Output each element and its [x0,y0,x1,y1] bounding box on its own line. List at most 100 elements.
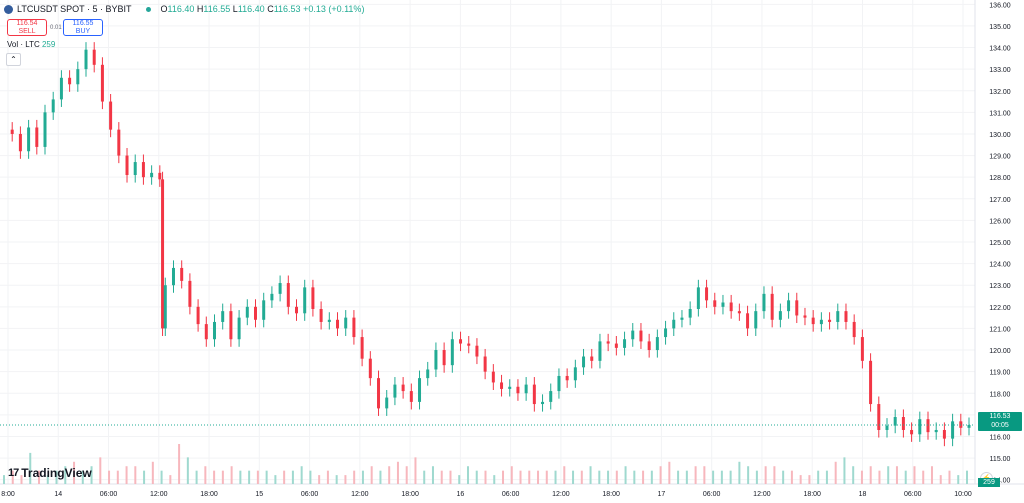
candle-body [303,287,307,314]
last-price: 116.53 [989,413,1011,420]
candle-body [204,324,208,340]
volume-bar [379,470,382,484]
volume-bar [677,470,680,484]
volume-bar [169,475,172,484]
x-tick-label: 18:00 [401,491,419,498]
volume-bar [834,461,837,484]
candle-body [286,283,290,307]
volume-bar [493,475,496,484]
collapse-legend-button[interactable]: ⌃ [6,53,21,66]
volume-bar [230,466,233,484]
sell-button[interactable]: 116.54 SELL [7,19,47,36]
ohlc-values: O116.40 H116.55 L116.40 C116.53 +0.13 (+… [160,4,365,14]
volume-bar [484,470,487,484]
volume-bar [922,470,925,484]
open-value: 116.40 [167,4,195,14]
candle-body [43,112,47,147]
litecoin-icon [4,4,13,14]
candle-body [737,311,741,314]
volume-bar [878,470,881,484]
volume-bar [642,470,645,484]
volume-bar [825,470,828,484]
volume-bar [449,470,452,484]
volume-bar [607,470,610,484]
candle-body [171,267,175,286]
candle-body [84,49,88,70]
candle-body [475,345,479,357]
candle-body [117,129,121,156]
volume-bar [966,470,968,484]
x-tick-label: 12:00 [150,491,168,498]
x-tick-label: 12:00 [552,491,570,498]
candle-body [951,421,955,439]
volume-bar [195,470,198,484]
candle-body [557,375,561,392]
volume-bar [703,466,706,484]
x-tick-label: 06:00 [100,491,118,498]
volume-bar [633,470,636,484]
volume-bar [38,470,41,484]
candle-body [942,429,946,439]
y-tick-label: 114.00 [990,478,1011,485]
spread-value: 0.01 [50,24,62,31]
x-tick-label: 12:00 [351,491,369,498]
volume-bar [440,470,443,484]
candle-body [352,317,356,338]
y-tick-label: 129.00 [989,154,1011,161]
y-tick-label: 130.00 [989,132,1011,139]
volume-bar [694,466,697,484]
candle-body [245,306,249,318]
candle-body [516,386,520,394]
candle-body [606,341,610,344]
y-tick-label: 121.00 [989,326,1011,333]
x-tick-label: 06:00 [301,491,319,498]
tradingview-logo[interactable]: 17 TradingView [8,466,92,480]
volume-bar [151,461,154,484]
y-tick-label: 136.00 [989,2,1011,9]
volume-legend[interactable]: Vol · LTC 259 [7,40,55,49]
volume-bar [326,470,329,484]
volume-bar [554,470,557,484]
candle-body [409,391,413,402]
y-tick-label: 132.00 [989,89,1011,96]
y-tick-label: 135.00 [989,24,1011,31]
candle-body [319,308,323,322]
candle-body [967,425,971,428]
candle-body [598,341,602,361]
y-tick-label: 118.00 [990,391,1011,398]
candle-body [705,287,709,301]
volume-bar [458,475,461,484]
volume-bar [755,470,758,484]
volume-bar [860,470,863,484]
volume-bar [134,466,137,484]
candle-body [869,360,873,405]
candle-body [311,287,315,309]
volume-bar [808,475,811,484]
y-tick-label: 125.00 [989,240,1011,247]
candle-body [639,330,643,342]
low-value: 116.40 [237,4,265,14]
volume-bar [747,466,750,484]
candle-body [623,339,627,348]
symbol-title[interactable]: LTCUSDT SPOT · 5 · BYBIT [17,4,132,14]
volume-bar [887,466,890,484]
buy-button[interactable]: 116.55 BUY [63,19,103,36]
candle-body [614,343,618,348]
candle-body [188,280,192,307]
candle-body [532,384,536,405]
candle-body [565,375,569,381]
volume-bar [519,470,522,484]
candle-body [885,425,889,430]
volume-bar [265,470,268,484]
candle-body [688,308,692,318]
y-tick-label: 128.00 [989,175,1011,182]
candle-body [68,77,72,85]
last-price-tag: 116.53 00:05 [978,412,1022,431]
symbol-legend[interactable]: LTCUSDT SPOT · 5 · BYBIT O116.40 H116.55… [4,4,364,14]
candle-body [459,339,463,344]
x-tick-label: 12:00 [753,491,771,498]
volume-bar [160,470,163,484]
volume-bar [685,470,688,484]
candle-body [721,302,725,307]
